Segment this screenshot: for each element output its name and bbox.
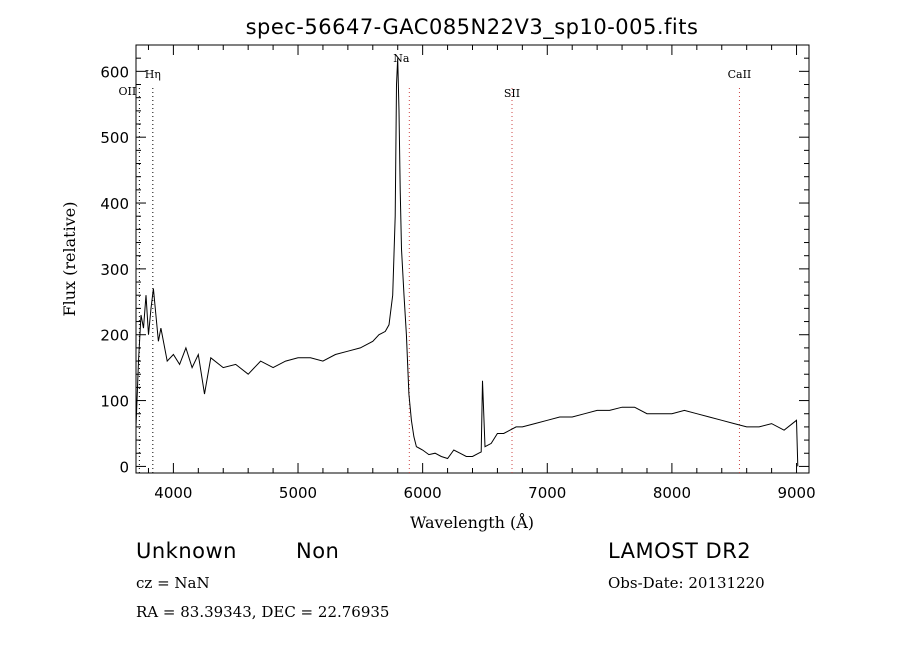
x-tick-labels: 4000 5000 6000 7000 8000 9000 [154, 484, 815, 502]
chart-title: spec-56647-GAC085N22V3_sp10-005.fits [246, 15, 699, 40]
y-tick-label: 200 [100, 327, 129, 345]
line-label: SII [504, 87, 520, 100]
x-tick-label: 5000 [279, 484, 317, 502]
y-axis-label: Flux (relative) [60, 202, 79, 317]
line-label: Na [393, 52, 410, 65]
x-tick-label: 7000 [528, 484, 566, 502]
line-label: OII [119, 85, 137, 98]
line-label: CaII [728, 68, 752, 81]
x-tick-label: 4000 [154, 484, 192, 502]
x-tick-label: 6000 [404, 484, 442, 502]
y-tick-label: 0 [119, 458, 129, 476]
coordinates: RA = 83.39343, DEC = 22.76935 [136, 603, 390, 621]
emission-line-labels: Hη OII Na SII CaII [119, 52, 752, 100]
axis-ticks [136, 45, 809, 473]
spectrum-chart: spec-56647-GAC085N22V3_sp10-005.fits 400… [60, 15, 816, 532]
y-tick-label: 600 [100, 63, 129, 81]
class-label: Unknown [136, 539, 237, 563]
y-tick-label: 100 [100, 393, 129, 411]
cz-value: cz = NaN [136, 574, 210, 592]
plot-frame [135, 44, 810, 474]
line-label: Hη [145, 68, 161, 81]
obs-date: Obs-Date: 20131220 [608, 574, 765, 592]
survey-label: LAMOST DR2 [608, 539, 752, 563]
y-tick-label: 300 [100, 261, 129, 279]
emission-lines [138, 88, 740, 473]
x-tick-label: 9000 [777, 484, 815, 502]
y-tick-labels: 0 100 200 300 400 500 600 [100, 63, 129, 476]
y-tick-label: 500 [100, 129, 129, 147]
subclass-label: Non [296, 539, 340, 563]
y-tick-label: 400 [100, 195, 129, 213]
x-tick-label: 8000 [653, 484, 691, 502]
x-axis-label: Wavelength (Å) [410, 512, 534, 532]
spectrum-line [135, 58, 799, 467]
